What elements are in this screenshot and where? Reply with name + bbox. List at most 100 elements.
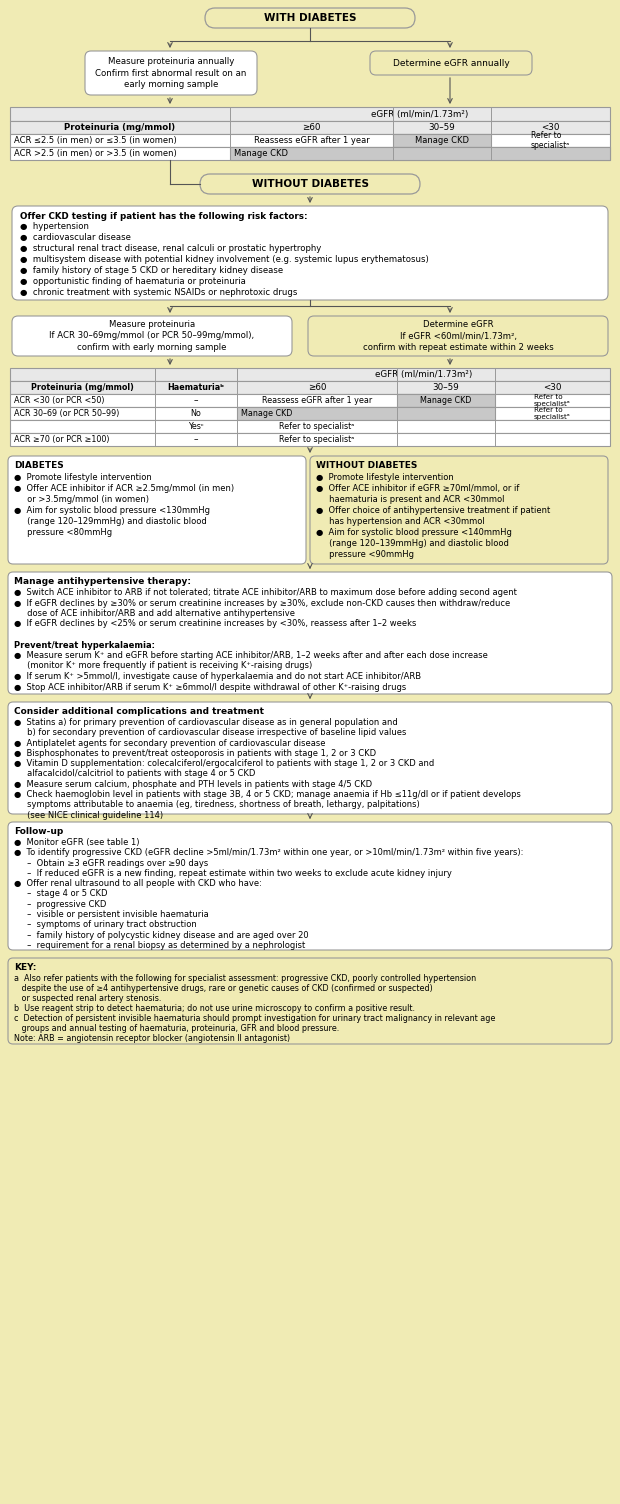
Text: Manage CKD: Manage CKD: [241, 409, 293, 418]
Text: WITHOUT DIABETES: WITHOUT DIABETES: [252, 179, 368, 190]
Text: –  stage 4 or 5 CKD: – stage 4 or 5 CKD: [14, 889, 107, 898]
Text: a  Also refer patients with the following for specialist assessment: progressive: a Also refer patients with the following…: [14, 975, 476, 984]
Text: pressure <80mmHg: pressure <80mmHg: [14, 528, 112, 537]
Text: Proteinuria (mg/mmol): Proteinuria (mg/mmol): [64, 123, 175, 132]
Text: Measure proteinuria
If ACR 30–69mg/mmol (or PCR 50–99mg/mmol),
confirm with earl: Measure proteinuria If ACR 30–69mg/mmol …: [50, 320, 255, 352]
Text: ●  Bisphosphonates to prevent/treat osteoporosis in patients with stage 1, 2 or : ● Bisphosphonates to prevent/treat osteo…: [14, 749, 376, 758]
Text: WITHOUT DIABETES: WITHOUT DIABETES: [316, 462, 417, 469]
Text: KEY:: KEY:: [14, 963, 37, 972]
Bar: [237, 408, 495, 420]
FancyBboxPatch shape: [8, 702, 612, 814]
Text: eGFR (ml/min/1.73m²): eGFR (ml/min/1.73m²): [371, 110, 469, 119]
Text: ●  chronic treatment with systemic NSAIDs or nephrotoxic drugs: ● chronic treatment with systemic NSAIDs…: [20, 287, 298, 296]
Text: ●  If eGFR declines by <25% or serum creatinine increases by <30%, reassess afte: ● If eGFR declines by <25% or serum crea…: [14, 620, 417, 629]
Text: Offer CKD testing if patient has the following risk factors:: Offer CKD testing if patient has the fol…: [20, 212, 308, 221]
Text: Consider additional complications and treatment: Consider additional complications and tr…: [14, 707, 264, 716]
Bar: [10, 368, 610, 381]
Text: ●  structural renal tract disease, renal calculi or prostatic hypertrophy: ● structural renal tract disease, renal …: [20, 244, 321, 253]
Text: WITH DIABETES: WITH DIABETES: [264, 14, 356, 23]
Bar: [10, 408, 610, 420]
Text: ●  Measure serum K⁺ and eGFR before starting ACE inhibitor/ARB, 1–2 weeks after : ● Measure serum K⁺ and eGFR before start…: [14, 651, 488, 660]
Text: dose of ACE inhibitor/ARB and add alternative antihypertensive: dose of ACE inhibitor/ARB and add altern…: [14, 609, 295, 618]
Text: Refer to specialistᵃ: Refer to specialistᵃ: [280, 435, 355, 444]
Text: –  Obtain ≥3 eGFR readings over ≥90 days: – Obtain ≥3 eGFR readings over ≥90 days: [14, 859, 208, 868]
Text: –  visible or persistent invisible haematuria: – visible or persistent invisible haemat…: [14, 910, 209, 919]
Text: Prevent/treat hyperkalaemia:: Prevent/treat hyperkalaemia:: [14, 641, 155, 650]
Text: –  family history of polycystic kidney disease and are aged over 20: – family history of polycystic kidney di…: [14, 931, 309, 940]
Text: Determine eGFR
If eGFR <60ml/min/1.73m²,
confirm with repeat estimate within 2 w: Determine eGFR If eGFR <60ml/min/1.73m²,…: [363, 320, 554, 352]
Text: 30–59: 30–59: [428, 123, 455, 132]
Text: ●  If serum K⁺ >5mmol/l, investigate cause of hyperkalaemia and do not start ACE: ● If serum K⁺ >5mmol/l, investigate caus…: [14, 672, 421, 681]
FancyBboxPatch shape: [308, 316, 608, 356]
Text: ●  opportunistic finding of haematuria or proteinuria: ● opportunistic finding of haematuria or…: [20, 277, 246, 286]
FancyBboxPatch shape: [205, 8, 415, 29]
Text: pressure <90mmHg: pressure <90mmHg: [316, 550, 414, 559]
Bar: [397, 394, 495, 408]
Bar: [10, 134, 610, 147]
Text: (monitor K⁺ more frequently if patient is receiving K⁺-raising drugs): (monitor K⁺ more frequently if patient i…: [14, 662, 312, 671]
Text: (range 120–139mmHg) and diastolic blood: (range 120–139mmHg) and diastolic blood: [316, 538, 509, 547]
Text: ACR ≤2.5 (in men) or ≤3.5 (in women): ACR ≤2.5 (in men) or ≤3.5 (in women): [14, 135, 177, 144]
Bar: [10, 107, 610, 120]
FancyBboxPatch shape: [310, 456, 608, 564]
Text: –  requirement for a renal biopsy as determined by a nephrologist: – requirement for a renal biopsy as dete…: [14, 942, 305, 951]
FancyBboxPatch shape: [370, 51, 532, 75]
FancyBboxPatch shape: [12, 316, 292, 356]
Text: has hypertension and ACR <30mmol: has hypertension and ACR <30mmol: [316, 517, 485, 526]
Text: ●  Offer ACE inhibitor if ACR ≥2.5mg/mmol (in men): ● Offer ACE inhibitor if ACR ≥2.5mg/mmol…: [14, 484, 234, 493]
Text: ●  Statins a) for primary prevention of cardiovascular disease as in general pop: ● Statins a) for primary prevention of c…: [14, 717, 398, 726]
Text: ACR <30 (or PCR <50): ACR <30 (or PCR <50): [14, 396, 105, 405]
Text: Refer to
specialistᵃ: Refer to specialistᵃ: [534, 408, 571, 420]
Text: ●  hypertension: ● hypertension: [20, 223, 89, 232]
Text: ●  Stop ACE inhibitor/ARB if serum K⁺ ≥6mmol/l despite withdrawal of other K⁺-ra: ● Stop ACE inhibitor/ARB if serum K⁺ ≥6m…: [14, 683, 406, 692]
Text: b  Use reagent strip to detect haematuria; do not use urine microscopy to confir: b Use reagent strip to detect haematuria…: [14, 1005, 415, 1014]
Text: Refer to specialistᵃ: Refer to specialistᵃ: [280, 423, 355, 432]
Text: ●  To identify progressive CKD (eGFR decline >5ml/min/1.73m² within one year, or: ● To identify progressive CKD (eGFR decl…: [14, 848, 523, 857]
Bar: [10, 381, 610, 394]
Text: ●  Measure serum calcium, phosphate and PTH levels in patients with stage 4/5 CK: ● Measure serum calcium, phosphate and P…: [14, 779, 372, 788]
Text: ●  Offer choice of antihypertensive treatment if patient: ● Offer choice of antihypertensive treat…: [316, 505, 551, 514]
FancyBboxPatch shape: [12, 206, 608, 299]
Text: Manage CKD: Manage CKD: [234, 149, 288, 158]
Text: Manage antihypertensive therapy:: Manage antihypertensive therapy:: [14, 578, 191, 587]
Text: Note: ARB = angiotensin receptor blocker (angiotensin II antagonist): Note: ARB = angiotensin receptor blocker…: [14, 1035, 290, 1042]
Text: ●  cardiovascular disease: ● cardiovascular disease: [20, 233, 131, 242]
Text: ●  Promote lifestyle intervention: ● Promote lifestyle intervention: [316, 472, 454, 481]
Text: ≥60: ≥60: [303, 123, 321, 132]
Text: c  Detection of persistent invisible haematuria should prompt investigation for : c Detection of persistent invisible haem…: [14, 1014, 495, 1023]
Bar: [10, 433, 610, 447]
FancyBboxPatch shape: [8, 572, 612, 693]
Text: ●  Aim for systolic blood pressure <140mmHg: ● Aim for systolic blood pressure <140mm…: [316, 528, 512, 537]
Text: Manage CKD: Manage CKD: [420, 396, 472, 405]
Text: 30–59: 30–59: [433, 384, 459, 393]
Text: ●  multisystem disease with potential kidney involvement (e.g. systemic lupus er: ● multisystem disease with potential kid…: [20, 256, 429, 265]
Bar: [230, 147, 610, 159]
Text: ACR 30–69 (or PCR 50–99): ACR 30–69 (or PCR 50–99): [14, 409, 120, 418]
Text: Yesᶜ: Yesᶜ: [188, 423, 204, 432]
Text: Follow-up: Follow-up: [14, 827, 63, 836]
Text: Manage CKD: Manage CKD: [415, 135, 469, 144]
FancyBboxPatch shape: [8, 823, 612, 951]
Text: –  If reduced eGFR is a new finding, repeat estimate within two weeks to exclude: – If reduced eGFR is a new finding, repe…: [14, 869, 452, 878]
Text: ACR ≥70 (or PCR ≥100): ACR ≥70 (or PCR ≥100): [14, 435, 110, 444]
Text: (range 120–129mmHg) and diastolic blood: (range 120–129mmHg) and diastolic blood: [14, 517, 206, 526]
Bar: [10, 120, 610, 134]
Text: DIABETES: DIABETES: [14, 462, 64, 469]
Text: –: –: [193, 396, 198, 405]
Text: or >3.5mg/mmol (in women): or >3.5mg/mmol (in women): [14, 495, 149, 504]
Text: Haematuriaᵇ: Haematuriaᵇ: [167, 384, 224, 393]
Text: <30: <30: [543, 384, 562, 393]
FancyBboxPatch shape: [200, 174, 420, 194]
Text: Reassess eGFR after 1 year: Reassess eGFR after 1 year: [254, 135, 370, 144]
FancyBboxPatch shape: [8, 456, 306, 564]
Text: alfacalcidol/calcitriol to patients with stage 4 or 5 CKD: alfacalcidol/calcitriol to patients with…: [14, 770, 255, 779]
Text: b) for secondary prevention of cardiovascular disease irrespective of baseline l: b) for secondary prevention of cardiovas…: [14, 728, 406, 737]
Text: ●  Promote lifestyle intervention: ● Promote lifestyle intervention: [14, 472, 152, 481]
Text: eGFR (ml/min/1.73m²): eGFR (ml/min/1.73m²): [375, 370, 472, 379]
Text: or suspected renal artery stenosis.: or suspected renal artery stenosis.: [14, 994, 161, 1003]
FancyBboxPatch shape: [8, 958, 612, 1044]
Text: ●  Aim for systolic blood pressure <130mmHg: ● Aim for systolic blood pressure <130mm…: [14, 505, 210, 514]
Text: Measure proteinuria annually
Confirm first abnormal result on an
early morning s: Measure proteinuria annually Confirm fir…: [95, 57, 247, 89]
Bar: [393, 134, 491, 147]
Text: –  symptoms of urinary tract obstruction: – symptoms of urinary tract obstruction: [14, 920, 197, 929]
